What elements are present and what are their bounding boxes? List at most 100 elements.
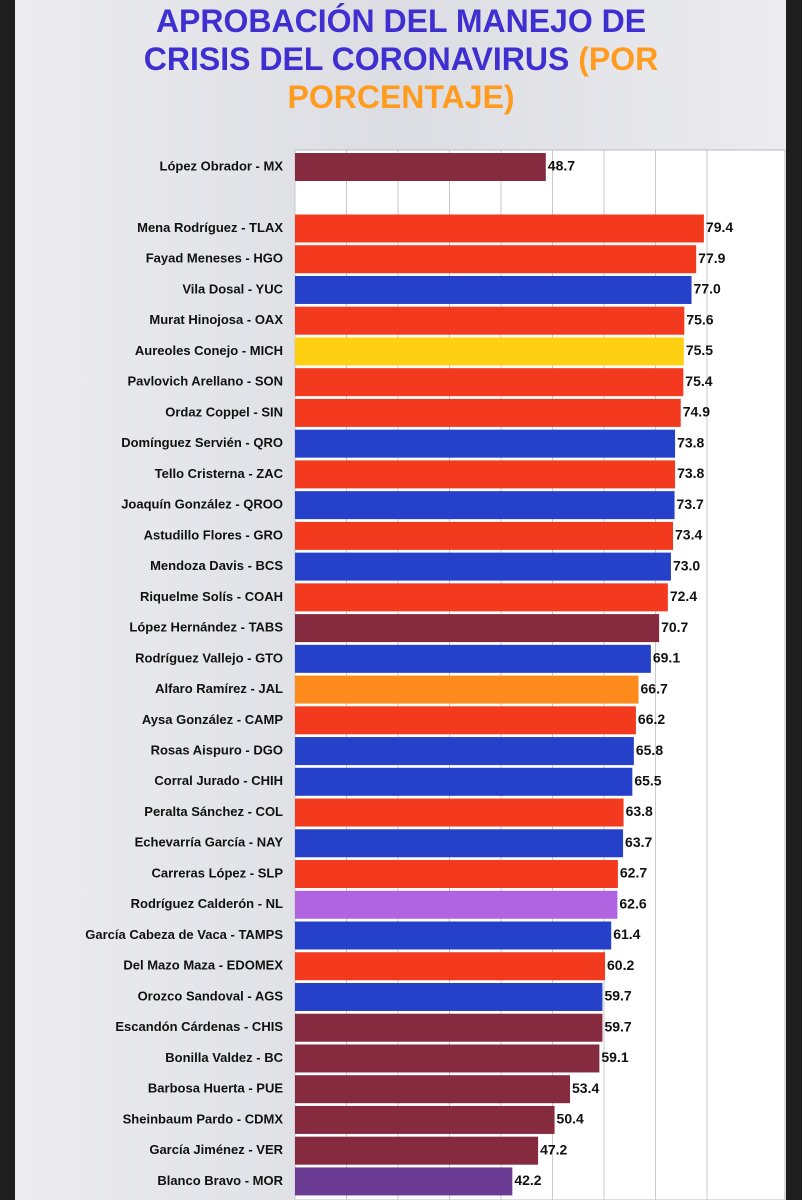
data-label: 65.8 [636,742,663,758]
bar [295,1075,571,1104]
bar [295,1044,600,1073]
bar [295,245,697,274]
bar [295,583,668,612]
y-tick-label: Vila Dosal - YUC [182,281,283,296]
y-tick-label: Carreras López - SLP [152,865,284,880]
chart-title: APROBACIÓN DEL MANEJO DE CRISIS DEL CORO… [121,2,681,116]
data-label: 79.4 [706,219,733,235]
data-label: 66.7 [641,680,668,696]
y-tick-label: Pavlovich Arellano - SON [127,374,283,389]
data-label: 69.1 [653,650,680,666]
data-label: 53.4 [572,1080,599,1096]
y-tick-label: Blanco Bravo - MOR [157,1173,283,1188]
data-label: 48.7 [548,158,575,174]
data-label: 60.2 [607,957,634,973]
bar [295,552,671,581]
y-tick-label: Barbosa Huerta - PUE [148,1081,283,1096]
y-tick-label: Del Mazo Maza - EDOMEX [123,958,283,973]
bar [295,982,603,1011]
data-label: 75.4 [685,373,712,389]
bar [295,460,676,489]
bar [295,275,692,304]
y-tick-label: Echevarría García - NAY [135,835,284,850]
y-tick-label: Rodríguez Calderón - NL [131,896,283,911]
bar [295,614,660,643]
y-tick-label: Astudillo Flores - GRO [144,527,283,542]
y-tick-label: Riquelme Solís - COAH [140,589,283,604]
data-label: 63.8 [626,803,653,819]
bar [295,644,651,673]
data-label: 61.4 [613,926,640,942]
bar [295,798,624,827]
bar [295,860,618,889]
y-tick-label: Mena Rodríguez - TLAX [137,220,283,235]
y-tick-label: Tello Cristerna - ZAC [155,466,284,481]
data-label: 73.4 [675,527,702,543]
y-tick-label: Murat Hinojosa - OAX [149,312,283,327]
data-label: 62.7 [620,865,647,881]
y-tick-label: Ordaz Coppel - SIN [165,404,283,419]
y-tick-label: Joaquín González - QROO [121,497,283,512]
bar [295,767,633,796]
y-tick-label: Corral Jurado - CHIH [154,773,283,788]
data-label: 73.8 [677,465,704,481]
bar [295,491,675,520]
bar [295,1013,603,1042]
data-label: 75.6 [686,311,713,327]
bar [295,706,636,735]
data-label: 73.0 [673,557,700,573]
data-label: 65.5 [634,773,661,789]
bar [295,306,685,335]
data-label: 73.8 [677,434,704,450]
y-tick-label: García Jiménez - VER [149,1142,283,1157]
bar [295,368,684,397]
y-tick-label: Fayad Meneses - HGO [146,251,283,266]
data-label: 74.9 [683,404,710,420]
bar [295,737,634,766]
data-label: 66.2 [638,711,665,727]
data-label: 75.5 [686,342,713,358]
y-tick-label: Domínguez Servién - QRO [121,435,283,450]
bar [295,1136,539,1165]
y-tick-label: Mendoza Davis - BCS [150,558,283,573]
y-tick-label: Rosas Aispuro - DGO [151,742,283,757]
bar [295,890,618,919]
title: APROBACIÓN DEL MANEJO DE CRISIS DEL CORO… [143,3,647,77]
bar [295,398,681,427]
bar [295,829,624,858]
bar [295,337,684,366]
data-label: 47.2 [540,1141,567,1157]
subtitle: (POR PORCENTAJE) [287,41,659,115]
y-tick-label: Aysa González - CAMP [142,712,283,727]
data-label: 59.1 [601,1049,628,1065]
y-tick-label: Alfaro Ramírez - JAL [155,681,283,696]
bar [295,921,612,950]
data-label: 50.4 [557,1111,584,1127]
bar [295,153,546,181]
bar [295,1167,513,1196]
bar [295,214,704,243]
y-tick-label: López Hernández - TABS [129,620,283,635]
y-tick-label: Rodríguez Vallejo - GTO [135,650,283,665]
data-label: 59.7 [604,988,631,1004]
y-tick-label: Bonilla Valdez - BC [165,1050,283,1065]
bar [295,952,606,981]
y-tick-label: García Cabeza de Vaca - TAMPS [85,927,283,942]
data-label: 77.9 [698,250,725,266]
data-label: 42.2 [514,1172,541,1188]
bar [295,429,676,458]
data-label: 72.4 [670,588,697,604]
y-tick-label: Peralta Sánchez - COL [144,804,283,819]
y-tick-label: Orozco Sandoval - AGS [138,988,284,1003]
data-label: 70.7 [661,619,688,635]
bar [295,521,674,550]
bar [295,675,639,704]
y-tick-label: Escandón Cárdenas - CHIS [115,1019,283,1034]
bar [295,1105,555,1134]
y-tick-label: Aureoles Conejo - MICH [135,343,283,358]
y-tick-label: Sheinbaum Pardo - CDMX [123,1111,284,1126]
data-label: 63.7 [625,834,652,850]
y-tick-label: López Obrador - MX [160,158,284,173]
data-label: 77.0 [694,281,721,297]
